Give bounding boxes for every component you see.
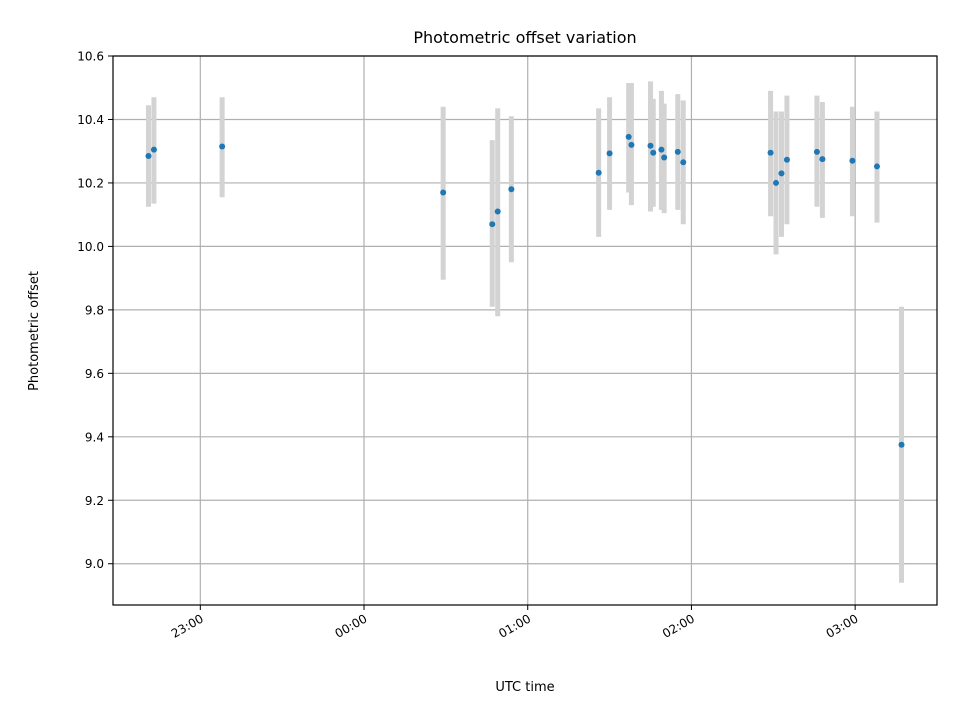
y-tick-label: 10.4 xyxy=(77,113,104,127)
plot-frame xyxy=(112,55,938,606)
data-point xyxy=(606,150,613,157)
chart-title: Photometric offset variation xyxy=(413,28,636,47)
data-point xyxy=(219,143,226,150)
y-tick-label: 9.2 xyxy=(85,494,104,508)
data-point xyxy=(508,186,515,193)
data-point xyxy=(650,149,657,156)
data-point xyxy=(813,148,820,155)
y-tick-label: 9.4 xyxy=(85,430,104,444)
data-point xyxy=(661,154,668,161)
data-point xyxy=(647,142,654,149)
data-point xyxy=(628,141,635,148)
data-point xyxy=(819,156,826,163)
data-point xyxy=(494,208,501,215)
data-point xyxy=(898,441,905,448)
data-point xyxy=(489,221,496,228)
data-point xyxy=(658,146,665,153)
data-point xyxy=(767,149,774,156)
data-point xyxy=(625,133,632,140)
data-point xyxy=(674,148,681,155)
y-tick-label: 9.0 xyxy=(85,557,104,571)
data-point xyxy=(150,146,157,153)
data-point xyxy=(595,169,602,176)
data-point xyxy=(680,159,687,166)
y-tick-label: 10.6 xyxy=(77,50,104,64)
data-point xyxy=(440,189,447,196)
y-tick-label: 9.6 xyxy=(85,367,104,381)
data-point xyxy=(145,152,152,159)
y-axis-label: Photometric offset xyxy=(27,271,42,391)
y-tick-label: 10.0 xyxy=(77,240,104,254)
y-tick-label: 10.2 xyxy=(77,176,104,190)
plot-area xyxy=(113,56,937,605)
data-point xyxy=(849,157,856,164)
point-layer xyxy=(145,133,905,448)
y-tick-label: 9.8 xyxy=(85,303,104,317)
data-point xyxy=(783,156,790,163)
data-point xyxy=(778,170,785,177)
x-axis-label: UTC time xyxy=(495,680,554,695)
data-point xyxy=(773,179,780,186)
data-point xyxy=(873,163,880,170)
